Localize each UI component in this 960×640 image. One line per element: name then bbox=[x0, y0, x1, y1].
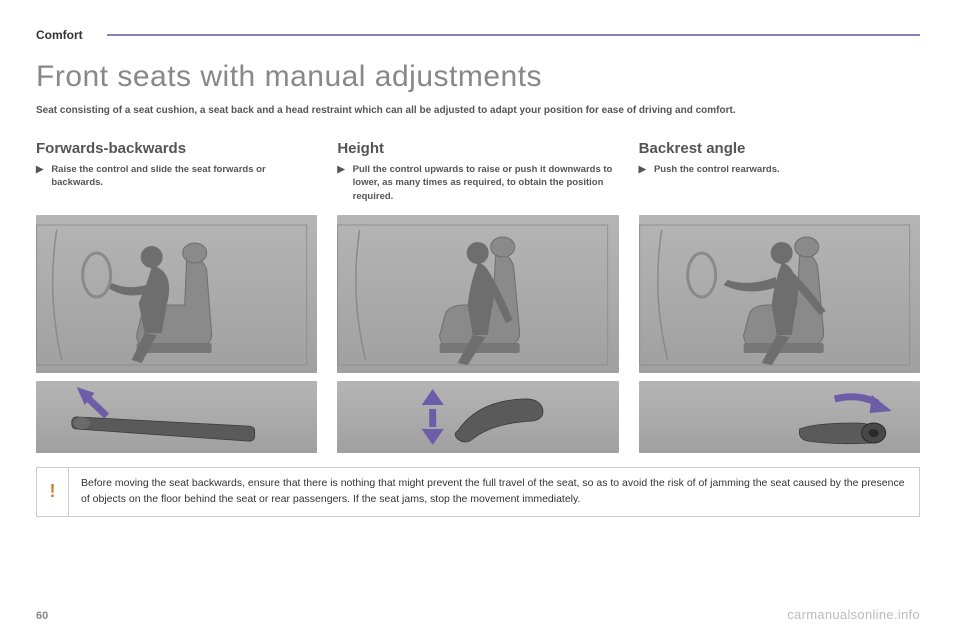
warning-box: ! Before moving the seat backwards, ensu… bbox=[36, 467, 920, 517]
col-backrest: Backrest angle ▶ Push the control rearwa… bbox=[639, 140, 920, 453]
col-text-body: Pull the control upwards to raise or pus… bbox=[353, 163, 619, 215]
seat-illustration-height bbox=[337, 215, 618, 373]
section-label: Comfort bbox=[36, 28, 83, 42]
bullet-marker-icon: ▶ bbox=[36, 163, 43, 215]
control-illustration-backrest bbox=[639, 381, 920, 453]
warning-icon: ! bbox=[37, 468, 69, 516]
page-number: 60 bbox=[36, 610, 48, 622]
col-height: Height ▶ Pull the control upwards to rai… bbox=[337, 140, 618, 453]
col-text: ▶ Pull the control upwards to raise or p… bbox=[337, 163, 618, 215]
seat-illustration-forward bbox=[36, 215, 317, 373]
page-intro: Seat consisting of a seat cushion, a sea… bbox=[36, 104, 920, 118]
page-title: Front seats with manual adjustments bbox=[36, 60, 920, 94]
warning-text: Before moving the seat backwards, ensure… bbox=[69, 468, 919, 516]
col-forwards-backwards: Forwards-backwards ▶ Raise the control a… bbox=[36, 140, 317, 453]
col-title: Backrest angle bbox=[639, 140, 920, 157]
control-illustration-height bbox=[337, 381, 618, 453]
col-text-body: Raise the control and slide the seat for… bbox=[51, 163, 317, 215]
control-illustration-forward bbox=[36, 381, 317, 453]
watermark: carmanualsonline.info bbox=[787, 607, 920, 622]
adjustment-columns: Forwards-backwards ▶ Raise the control a… bbox=[36, 140, 920, 453]
col-text-body: Push the control rearwards. bbox=[654, 163, 780, 215]
bullet-marker-icon: ▶ bbox=[337, 163, 344, 215]
col-text: ▶ Push the control rearwards. bbox=[639, 163, 920, 215]
col-title: Height bbox=[337, 140, 618, 157]
col-title: Forwards-backwards bbox=[36, 140, 317, 157]
col-text: ▶ Raise the control and slide the seat f… bbox=[36, 163, 317, 215]
page-header: Comfort bbox=[36, 28, 920, 42]
bullet-marker-icon: ▶ bbox=[639, 163, 646, 215]
seat-illustration-backrest bbox=[639, 215, 920, 373]
header-divider bbox=[107, 34, 920, 36]
